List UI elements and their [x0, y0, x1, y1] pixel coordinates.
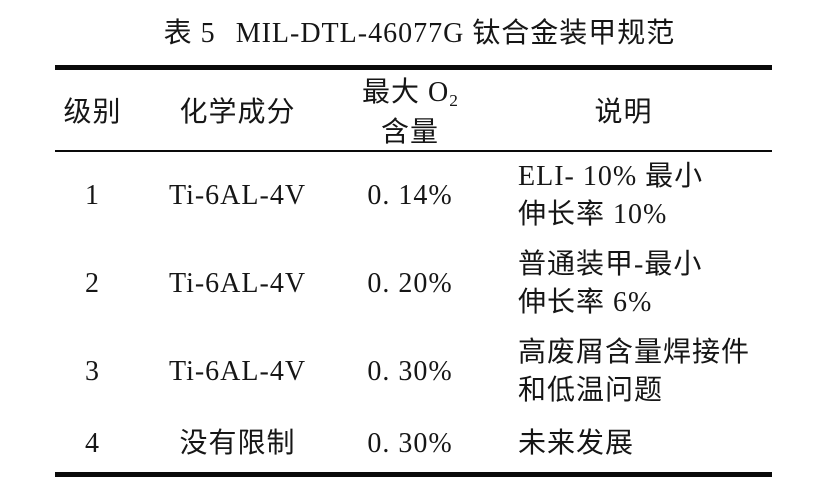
description-line: 普通装甲-最小	[518, 249, 703, 280]
document-page: 表 5 MIL-DTL-46077G 钛合金装甲规范 级别 化学成分 最大 O2 …	[0, 16, 839, 477]
col-header-description: 说明	[475, 67, 772, 152]
cell-max-o2: 0. 30%	[367, 356, 453, 387]
description-line: 未来发展	[518, 428, 635, 459]
cell-description: 普通装甲-最小 伸长率 6%	[475, 240, 772, 328]
o2-label-suffix: 含量	[380, 117, 439, 148]
spec-table: 级别 化学成分 最大 O2 含量 说明 1 Ti-6AL-4V 0. 14% E…	[55, 65, 772, 477]
table-row-grade-1: 1 Ti-6AL-4V 0. 14% ELI- 10% 最小 伸长率 10%	[55, 151, 772, 240]
table-caption: 表 5 MIL-DTL-46077G 钛合金装甲规范	[0, 16, 839, 52]
description-line: 伸长率 10%	[518, 199, 668, 230]
description-line: ELI- 10% 最小	[518, 161, 704, 192]
cell-composition: 没有限制	[179, 428, 296, 459]
cell-max-o2: 0. 30%	[367, 428, 453, 459]
description-line: 高废屑含量焊接件	[518, 337, 751, 368]
col-header-grade: 级别	[55, 67, 130, 152]
table-row-grade-3: 3 Ti-6AL-4V 0. 30% 高废屑含量焊接件 和低温问题	[55, 328, 772, 416]
cell-max-o2: 0. 14%	[367, 180, 453, 211]
col-header-max-o2: 最大 O2 含量	[345, 67, 475, 152]
table-number: 表 5	[163, 18, 216, 49]
cell-grade: 4	[85, 428, 100, 459]
cell-composition: Ti-6AL-4V	[168, 356, 307, 387]
cell-composition: Ti-6AL-4V	[168, 180, 307, 211]
header-row: 级别 化学成分 最大 O2 含量 说明	[55, 67, 772, 152]
o2-subscript: 2	[449, 90, 458, 110]
cell-grade: 3	[85, 356, 100, 387]
table-row-grade-2: 2 Ti-6AL-4V 0. 20% 普通装甲-最小 伸长率 6%	[55, 240, 772, 328]
cell-description: ELI- 10% 最小 伸长率 10%	[475, 151, 772, 240]
cell-description: 未来发展	[475, 416, 772, 475]
table-title: MIL-DTL-46077G 钛合金装甲规范	[235, 18, 676, 49]
table-row-grade-4: 4 没有限制 0. 30% 未来发展	[55, 416, 772, 475]
cell-grade: 2	[85, 268, 100, 299]
cell-max-o2: 0. 20%	[367, 268, 453, 299]
description-line: 伸长率 6%	[518, 287, 653, 318]
cell-description: 高废屑含量焊接件 和低温问题	[475, 328, 772, 416]
cell-grade: 1	[85, 180, 100, 211]
cell-composition: Ti-6AL-4V	[168, 268, 307, 299]
col-header-composition: 化学成分	[130, 67, 345, 152]
description-line: 和低温问题	[518, 375, 664, 406]
o2-label-prefix: 最大 O	[362, 77, 450, 108]
